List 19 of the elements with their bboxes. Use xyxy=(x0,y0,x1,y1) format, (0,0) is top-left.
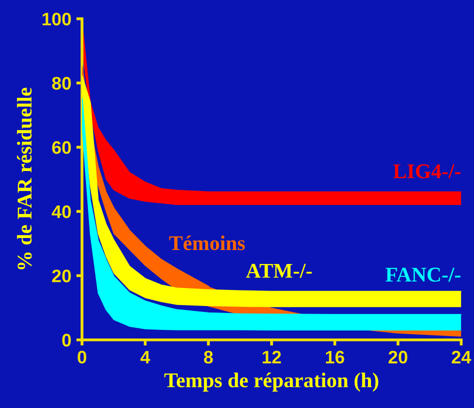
y-tick-label: 80 xyxy=(52,76,71,90)
x-tick-label: 12 xyxy=(262,350,281,364)
series-label: Témoins xyxy=(169,236,245,250)
x-axis-title: Temps de réparation (h) xyxy=(164,372,378,392)
y-tick-label: 100 xyxy=(42,12,71,26)
y-tick-label: 40 xyxy=(52,205,71,218)
y-tick-label: 60 xyxy=(52,141,71,154)
series-label: ATM-/- xyxy=(246,264,312,278)
x-tick-label: 24 xyxy=(452,350,472,364)
x-tick-label: 8 xyxy=(204,350,213,364)
y-tick-label: 20 xyxy=(52,270,71,282)
series-label: FANC-/- xyxy=(386,268,460,282)
series-label: LIG4-/- xyxy=(393,164,460,178)
x-tick-label: 20 xyxy=(388,350,408,364)
y-tick-label: 0 xyxy=(62,334,71,347)
x-tick-label: 4 xyxy=(140,350,150,364)
y-axis-title: % de FAR résiduelle xyxy=(16,88,32,270)
x-tick-label: 0 xyxy=(78,350,86,364)
x-tick-label: 16 xyxy=(326,350,344,364)
